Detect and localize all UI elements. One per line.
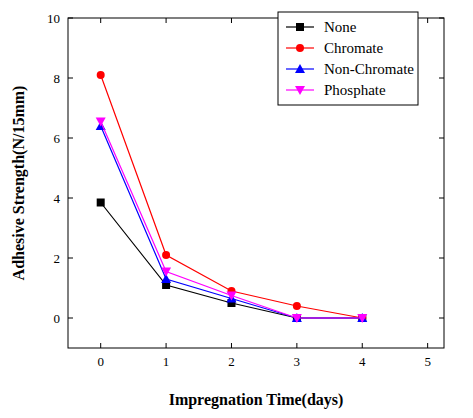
x-tick xyxy=(296,343,297,348)
legend-marker xyxy=(296,23,304,31)
legend-label: Non-Chromate xyxy=(324,61,414,77)
y-tick-label: 0 xyxy=(54,311,61,326)
x-tick xyxy=(427,18,428,23)
x-tick xyxy=(166,343,167,348)
series-marker xyxy=(226,292,236,301)
series-marker xyxy=(96,118,106,127)
legend: None Chromate Non-Chromate Phosphate xyxy=(278,12,418,105)
y-tick-label: 6 xyxy=(54,131,61,146)
plot-area xyxy=(96,71,368,323)
x-tick-label: 4 xyxy=(359,354,366,369)
series-line xyxy=(101,203,363,319)
x-tick xyxy=(231,18,232,23)
x-tick xyxy=(231,343,232,348)
x-tick-label: 0 xyxy=(97,354,104,369)
x-tick xyxy=(362,343,363,348)
y-tick-label: 4 xyxy=(54,191,61,206)
series-marker xyxy=(162,251,170,259)
x-tick xyxy=(100,343,101,348)
legend-box xyxy=(278,12,418,105)
plot-frame xyxy=(68,18,444,348)
y-tick xyxy=(68,18,73,19)
y-tick xyxy=(68,138,73,139)
y-tick xyxy=(439,318,444,319)
y-tick xyxy=(68,78,73,79)
y-tick-label: 10 xyxy=(47,11,60,26)
chart-svg: 0 1 2 3 4 5 0 2 4 6 8 10 Impregnation Time(days) Adhe… xyxy=(0,0,473,418)
series-line xyxy=(101,75,363,318)
x-tick-label: 1 xyxy=(163,354,170,369)
series-marker xyxy=(292,314,302,323)
x-tick xyxy=(100,18,101,23)
legend-label: Phosphate xyxy=(324,82,386,98)
y-tick xyxy=(439,138,444,139)
series-marker xyxy=(293,302,301,310)
y-tick-label: 2 xyxy=(54,251,61,266)
x-tick xyxy=(166,18,167,23)
legend-marker xyxy=(296,44,304,52)
x-tick-label: 3 xyxy=(294,354,301,369)
chart-container: 0 1 2 3 4 5 0 2 4 6 8 10 Impregnation Time(days) Adhe… xyxy=(0,0,473,418)
series-line xyxy=(101,122,363,319)
legend-marker xyxy=(295,86,305,95)
y-tick xyxy=(68,198,73,199)
series-marker xyxy=(97,199,105,207)
y-tick xyxy=(68,318,73,319)
x-axis-label: Impregnation Time(days) xyxy=(169,391,344,409)
y-tick xyxy=(439,258,444,259)
series-marker xyxy=(97,71,105,79)
y-tick xyxy=(439,18,444,19)
y-tick xyxy=(439,78,444,79)
y-tick xyxy=(68,258,73,259)
y-axis-label: Adhesive Strength(N/15mm) xyxy=(10,86,28,281)
y-tick xyxy=(439,198,444,199)
legend-label: None xyxy=(324,19,357,35)
series-line xyxy=(101,126,363,318)
legend-label: Chromate xyxy=(324,40,383,56)
series-marker xyxy=(161,268,171,277)
x-tick xyxy=(427,343,428,348)
legend-marker xyxy=(295,64,305,73)
x-tick-label: 2 xyxy=(228,354,235,369)
series-marker xyxy=(357,314,367,323)
y-tick-label: 8 xyxy=(54,71,61,86)
x-tick-label: 5 xyxy=(424,354,431,369)
